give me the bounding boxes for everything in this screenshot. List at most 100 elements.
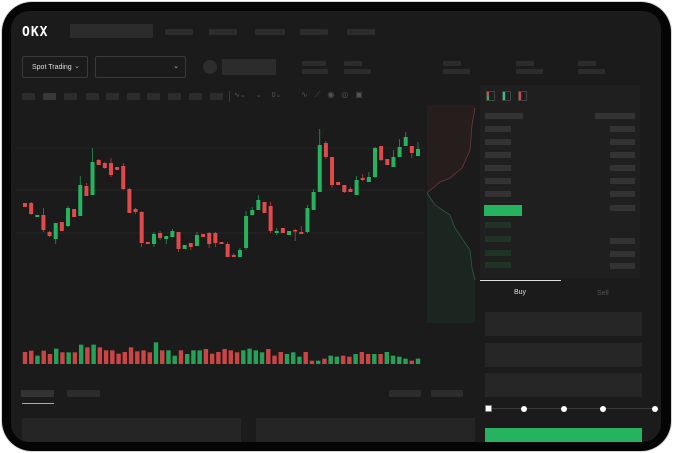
candle-body — [280, 228, 285, 233]
tab-open-orders[interactable] — [21, 390, 54, 397]
orderbook-bids-icon[interactable] — [502, 91, 511, 101]
indicator-icon[interactable]: ∿⌄ — [234, 92, 246, 99]
candle-body — [108, 163, 113, 175]
candle-body — [59, 222, 64, 231]
timeframe-button[interactable] — [106, 93, 119, 100]
timeframe-button[interactable] — [189, 93, 202, 100]
slider-stop[interactable] — [600, 406, 606, 412]
volume-bar — [184, 354, 190, 364]
candle-body — [348, 189, 353, 192]
drawing-icon[interactable]: 0⌄ — [271, 92, 282, 99]
volume-bar — [291, 352, 296, 364]
candle-body — [366, 177, 371, 182]
line-chart-icon[interactable]: ∿ — [301, 90, 308, 99]
candle-body — [342, 185, 347, 192]
volume-bar — [284, 354, 290, 364]
volume-bar — [266, 349, 271, 364]
leverage-slider[interactable] — [489, 408, 655, 409]
timeframe-button[interactable] — [127, 93, 140, 100]
chart-type-icon[interactable]: ⌄ — [255, 92, 262, 99]
candle-body — [201, 234, 206, 237]
timeframe-button[interactable] — [43, 93, 56, 100]
tab-sell[interactable]: Sell — [597, 290, 609, 297]
volume-bar — [72, 352, 78, 364]
logo-text: OKX — [22, 25, 49, 40]
slider-stop[interactable] — [561, 406, 567, 412]
candle-body — [41, 215, 46, 230]
candle-body — [102, 163, 107, 168]
stat-value — [443, 69, 470, 74]
coin-icon — [203, 60, 217, 74]
candle-body — [164, 236, 169, 239]
total-input[interactable] — [485, 373, 642, 397]
tab-order-history[interactable] — [67, 390, 100, 397]
candle-body — [385, 159, 390, 165]
nav-item[interactable] — [165, 29, 193, 35]
stat-label — [443, 61, 461, 66]
volume-bar — [365, 354, 371, 364]
candle-body — [90, 162, 95, 195]
pair-select[interactable]: ⌄ — [95, 56, 186, 78]
bid-price — [485, 262, 511, 268]
market-select[interactable]: Spot Trading ⌄ — [22, 56, 88, 78]
timeframe-button[interactable] — [22, 93, 35, 100]
stat-value — [516, 69, 543, 74]
candle-body — [121, 166, 126, 189]
volume-bar — [22, 352, 28, 364]
buy-button[interactable] — [485, 428, 642, 442]
candle-body — [299, 232, 304, 234]
ruler-icon[interactable]: ⟋ — [314, 90, 321, 99]
candle-body — [65, 208, 70, 226]
okx-logo: OKX — [22, 25, 48, 40]
orders-panel — [22, 418, 241, 442]
filter-button[interactable] — [431, 390, 463, 397]
nav-item[interactable] — [347, 29, 375, 35]
volume-bar — [216, 352, 221, 364]
candle-body — [293, 230, 298, 232]
timeframe-button[interactable] — [147, 93, 160, 100]
volume-bar — [334, 356, 340, 364]
volume-bar — [47, 354, 53, 364]
filter-button[interactable] — [389, 390, 421, 397]
orderbook-asks-icon[interactable] — [518, 91, 527, 101]
nav-item[interactable] — [209, 29, 237, 35]
settings-icon[interactable]: ◎ — [341, 90, 349, 99]
nav-item[interactable] — [255, 29, 285, 35]
candle-body — [127, 189, 132, 213]
candle-body — [330, 157, 335, 185]
search-bar[interactable] — [70, 24, 153, 38]
nav-item[interactable] — [300, 29, 328, 35]
volume-bar — [29, 350, 34, 364]
slider-handle[interactable] — [485, 405, 492, 412]
orderbook-both-icon[interactable] — [486, 91, 495, 101]
price-input[interactable] — [485, 312, 642, 336]
camera-icon[interactable]: ◉ — [327, 90, 335, 99]
timeframe-button[interactable] — [86, 93, 99, 100]
candle-body — [35, 215, 40, 217]
slider-stop[interactable] — [652, 406, 658, 412]
stat-label — [344, 61, 362, 66]
timeframe-button[interactable] — [168, 93, 181, 100]
volume-bar — [309, 360, 315, 364]
volume-bar — [135, 351, 140, 364]
tab-buy[interactable]: Buy — [514, 289, 527, 296]
candle-body — [151, 234, 156, 244]
stat-value — [578, 69, 605, 74]
timeframe-button[interactable] — [64, 93, 77, 100]
orders-panel — [256, 418, 475, 442]
active-tab-underline — [22, 403, 54, 404]
fullscreen-icon[interactable]: ▣ — [355, 90, 363, 99]
candle-body — [360, 178, 365, 180]
candle-body — [373, 148, 378, 177]
orderbook-view-toggles — [486, 91, 527, 101]
slider-stop[interactable] — [521, 406, 527, 412]
timeframe-button[interactable] — [210, 93, 223, 100]
candle-body — [96, 160, 101, 165]
volume-bar — [116, 353, 121, 364]
ask-price — [485, 126, 511, 132]
amount-input[interactable] — [485, 343, 642, 367]
candle-body — [139, 212, 144, 243]
depth-asks-line — [426, 107, 476, 194]
candle-body — [336, 182, 341, 185]
